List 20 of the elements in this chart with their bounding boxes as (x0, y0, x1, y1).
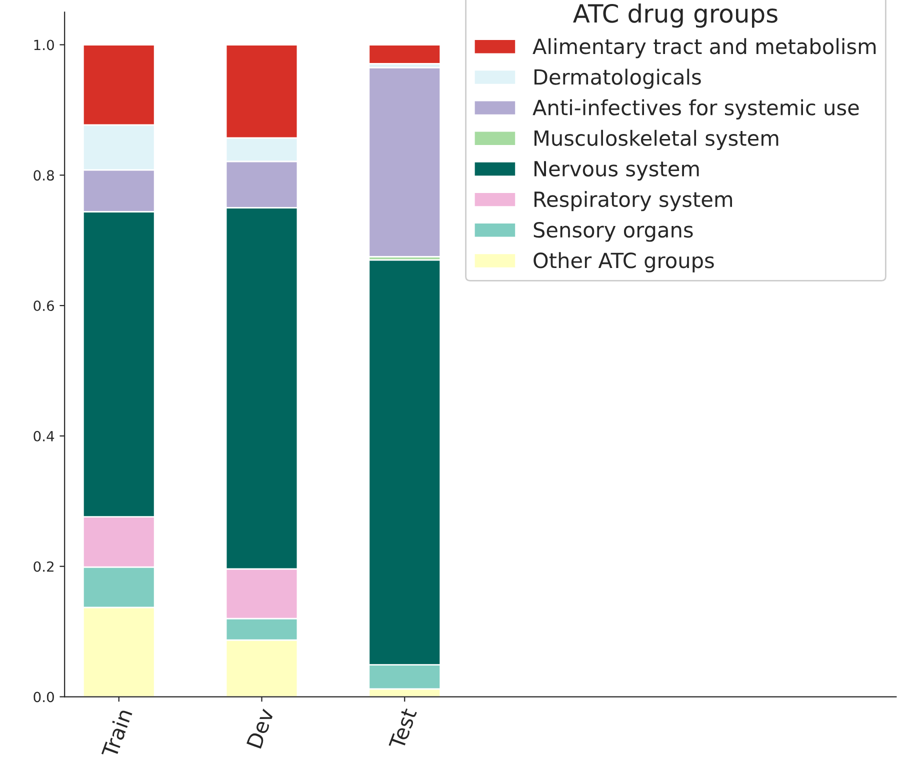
legend-title: ATC drug groups (573, 4, 778, 28)
y-tick-label: 0.0 (34, 692, 54, 702)
legend-label: Nervous system (534, 161, 699, 181)
x-tick-label: Train (100, 708, 132, 759)
x-tick-label: Test (388, 707, 418, 751)
legend-label: Alimentary tract and metabolism (532, 38, 876, 58)
bar (368, 44, 442, 64)
legend-label: Sensory organs (534, 222, 693, 242)
y-tick-label: 0.8 (34, 170, 54, 181)
legend-label: Respiratory system (534, 191, 732, 212)
y-tick-label: 0.2 (34, 561, 54, 572)
y-tick-label: 1.0 (34, 40, 54, 50)
legend-label: Anti-infectives for systemic use (532, 99, 859, 120)
legend-label: Musculoskeletal system (534, 130, 778, 150)
y-tick-label: 0.6 (34, 300, 54, 312)
legend-label: Other ATC groups (534, 252, 714, 272)
y-tick-label: 0.4 (34, 430, 54, 442)
bar (368, 66, 442, 258)
x-tick-label: Dev (246, 707, 274, 749)
legend-label: Dermatologicals (534, 68, 701, 89)
